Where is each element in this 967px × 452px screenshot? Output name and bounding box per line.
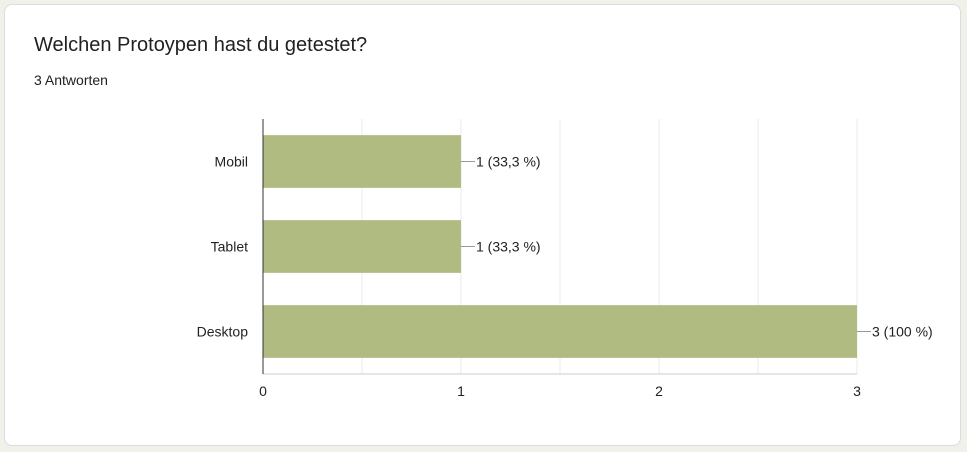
- data-label: 1 (33,3 %): [476, 239, 541, 255]
- x-tick-label: 3: [853, 383, 861, 399]
- response-count: 3 Antworten: [34, 72, 108, 88]
- bar-desktop: [263, 305, 857, 358]
- data-label: 1 (33,3 %): [476, 154, 541, 170]
- data-label: 3 (100 %): [872, 324, 933, 340]
- category-label: Desktop: [197, 324, 249, 340]
- labels: Mobil 1 (33,3 %) Tablet 1 (33,3 %) Desktop 3 …: [197, 154, 933, 400]
- question-card: Welchen Protoypen hast du getestet? 3 An…: [4, 4, 961, 446]
- question-title: Welchen Protoypen hast du getestet?: [34, 34, 368, 56]
- bar-tablet: [263, 220, 461, 273]
- bars: [263, 135, 857, 358]
- x-tick-label: 0: [259, 383, 267, 399]
- category-label: Tablet: [211, 239, 248, 255]
- axes: [262, 119, 857, 375]
- bar-mobil: [263, 135, 461, 188]
- category-label: Mobil: [215, 154, 248, 170]
- x-tick-label: 1: [457, 383, 465, 399]
- x-tick-label: 2: [655, 383, 663, 399]
